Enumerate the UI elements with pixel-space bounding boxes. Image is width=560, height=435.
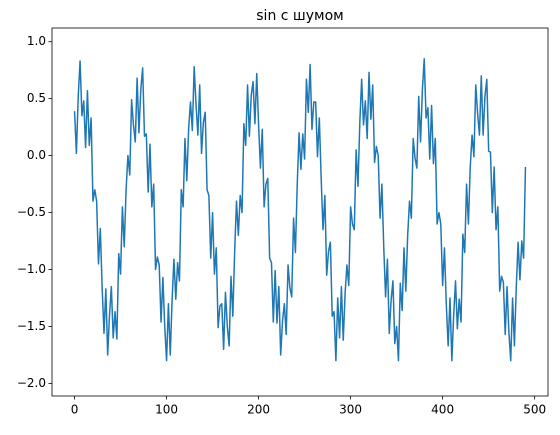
y-tick-label: −1.0 (17, 262, 46, 276)
y-tick-label: 0.5 (27, 91, 46, 105)
chart-title: sin с шумом (256, 8, 343, 24)
x-tick-label: 0 (71, 403, 79, 417)
y-tick-label: 1.0 (27, 34, 46, 48)
y-tick-label: −0.5 (17, 205, 46, 219)
y-tick-label: −1.5 (17, 319, 46, 333)
data-line (73, 58, 527, 362)
x-tick-label: 500 (523, 403, 546, 417)
x-tick-label: 300 (339, 403, 362, 417)
x-tick-label: 200 (247, 403, 270, 417)
x-tick-label: 100 (155, 403, 178, 417)
x-tick-label: 400 (431, 403, 454, 417)
y-tick-label: −2.0 (17, 376, 46, 390)
axes-frame (51, 27, 549, 397)
y-tick-label: 0.0 (27, 148, 46, 162)
